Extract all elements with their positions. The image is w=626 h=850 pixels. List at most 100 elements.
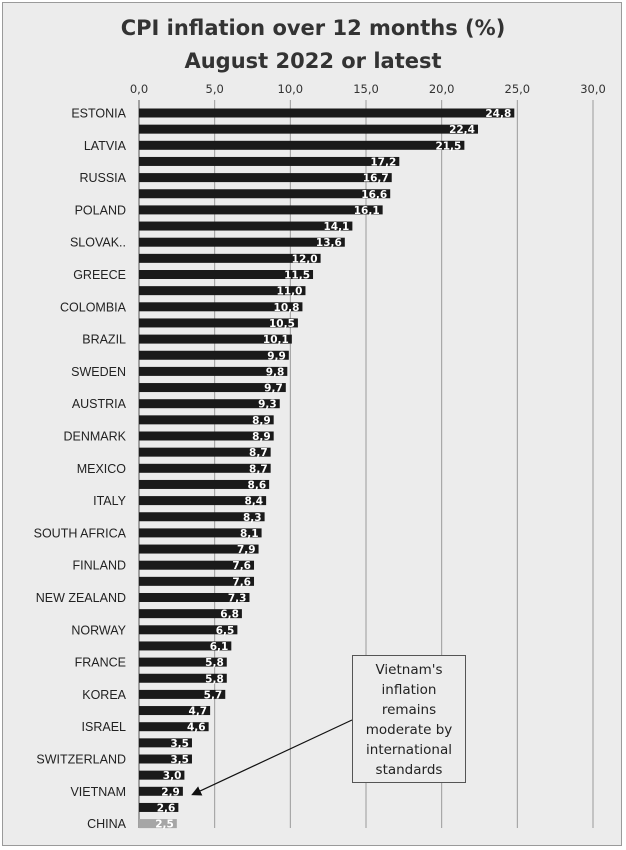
- category-label: COLOMBIA: [60, 300, 127, 314]
- category-label: FINLAND: [73, 559, 126, 573]
- data-label: 4,6: [187, 722, 206, 734]
- data-label: 2,5: [155, 819, 174, 831]
- bar: [139, 205, 383, 215]
- data-label: 11,0: [277, 286, 303, 298]
- bar: [139, 350, 289, 360]
- data-label: 8,4: [245, 496, 264, 508]
- category-label: SLOVAK..: [70, 236, 126, 250]
- x-tick-label: 20,0: [429, 82, 455, 96]
- bar: [139, 253, 321, 263]
- data-label: 7,6: [232, 560, 251, 572]
- bar: [139, 496, 267, 506]
- annotation-line: standards: [375, 762, 443, 778]
- data-label: 9,9: [267, 350, 286, 362]
- bar: [139, 641, 232, 651]
- bar: [139, 528, 262, 538]
- bar: [139, 722, 209, 732]
- bar: [139, 124, 478, 134]
- category-label: POLAND: [75, 203, 126, 217]
- data-label: 8,9: [252, 431, 271, 443]
- bar: [139, 399, 280, 409]
- data-label: 7,3: [228, 593, 247, 605]
- bar: [139, 366, 288, 376]
- data-label: 4,7: [189, 706, 208, 718]
- bar: [139, 189, 391, 199]
- data-label: 2,6: [157, 802, 176, 814]
- data-label: 11,5: [284, 270, 310, 282]
- bar: [139, 609, 242, 619]
- bar: [139, 802, 179, 812]
- data-label: 9,7: [264, 383, 283, 395]
- data-label: 8,3: [243, 512, 262, 524]
- data-label: 12,0: [292, 253, 318, 265]
- category-label: NORWAY: [71, 623, 126, 637]
- data-label: 7,9: [237, 544, 256, 556]
- data-label: 8,7: [249, 447, 268, 459]
- data-label: 16,1: [354, 205, 380, 217]
- bar: [139, 706, 211, 716]
- bar: [139, 754, 192, 764]
- bar: [139, 770, 185, 780]
- data-label: 9,8: [266, 366, 285, 378]
- bar: [139, 318, 298, 328]
- data-label: 8,6: [248, 479, 267, 491]
- bar: [139, 479, 270, 489]
- category-label: MEXICO: [77, 462, 127, 476]
- bar: [139, 738, 192, 748]
- bar: [139, 560, 255, 570]
- x-tick-label: 15,0: [353, 82, 379, 96]
- category-label: SWITZERLAND: [36, 753, 126, 767]
- category-label: CHINA: [87, 817, 127, 831]
- bar: [139, 544, 259, 554]
- data-label: 24,8: [485, 108, 511, 120]
- category-label: NEW ZEALAND: [36, 591, 126, 605]
- data-label: 3,5: [170, 754, 189, 766]
- data-label: 10,1: [263, 334, 289, 346]
- bar: [139, 625, 238, 635]
- bar: [139, 173, 392, 183]
- bar: [139, 819, 177, 829]
- annotation-line: inflation: [381, 682, 437, 698]
- category-label: VIETNAM: [70, 785, 126, 799]
- data-label: 16,6: [361, 189, 387, 201]
- bar: [139, 593, 250, 602]
- bar: [139, 270, 314, 279]
- x-tick-label: 25,0: [505, 82, 531, 96]
- chart-title: CPI inflation over 12 months (%): [120, 16, 506, 40]
- annotation-line: Vietnam's: [375, 662, 443, 678]
- annotation-line: international: [366, 742, 452, 758]
- data-label: 5,7: [204, 689, 223, 701]
- bar: [139, 108, 515, 118]
- category-label: ESTONIA: [71, 107, 126, 121]
- data-label: 5,8: [205, 673, 224, 685]
- data-label: 10,8: [274, 302, 300, 314]
- category-label: ITALY: [93, 494, 127, 508]
- annotation-box: Vietnam's inflation remains moderate by …: [352, 655, 466, 783]
- category-label: SWEDEN: [71, 365, 126, 379]
- category-label: AUSTRIA: [72, 397, 127, 411]
- data-label: 9,3: [258, 399, 277, 411]
- bar: [139, 286, 306, 296]
- category-label: DENMARK: [63, 430, 126, 444]
- bar: [139, 786, 183, 796]
- data-label: 5,8: [205, 657, 224, 669]
- annotation-line: moderate by: [365, 722, 453, 738]
- data-label: 10,5: [269, 318, 295, 330]
- data-label: 21,5: [435, 140, 461, 152]
- annotation-arrow: [191, 719, 353, 796]
- data-label: 8,9: [252, 415, 271, 427]
- data-label: 8,1: [240, 528, 259, 540]
- bar: [139, 302, 303, 312]
- category-label: LATVIA: [84, 139, 127, 153]
- x-tick-label: 0,0: [130, 82, 148, 96]
- bar: [139, 334, 292, 344]
- category-label: KOREA: [82, 688, 126, 702]
- bar: [139, 221, 353, 231]
- bar: [139, 657, 227, 667]
- x-tick-label: 10,0: [278, 82, 304, 96]
- bar: [139, 447, 271, 457]
- bar: [139, 431, 274, 441]
- data-label: 13,6: [316, 237, 342, 249]
- bar: [139, 237, 345, 247]
